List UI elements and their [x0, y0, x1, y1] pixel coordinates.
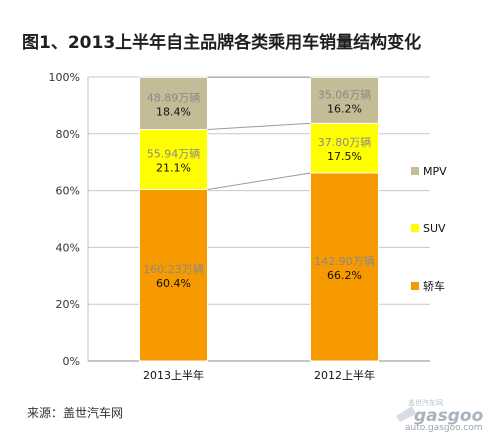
- x-tick-label: 2012上半年: [314, 368, 375, 382]
- watermark-url: auto.gasgoo.com: [405, 423, 483, 433]
- percent-label: 66.2%: [327, 269, 362, 282]
- percent-label: 60.4%: [156, 277, 191, 290]
- legend-label: 轿车: [423, 279, 445, 293]
- y-tick-label: 40%: [56, 241, 80, 254]
- volume-label: 160.23万辆: [143, 262, 204, 276]
- series-connector-line: [207, 122, 311, 131]
- y-tick-label: 60%: [56, 185, 80, 198]
- y-tick-label: 0%: [63, 355, 80, 368]
- percent-label: 18.4%: [156, 105, 191, 118]
- y-tick-label: 100%: [49, 71, 80, 84]
- legend-label: SUV: [423, 222, 446, 235]
- gasgoo-logo-watermark: 盖世汽车网 gasgoo: [396, 398, 484, 426]
- x-tick-label: 2013上半年: [143, 368, 204, 382]
- y-tick-label: 20%: [56, 298, 80, 311]
- legend-swatch: [411, 224, 419, 232]
- source-note: 来源：盖世汽车网: [27, 406, 124, 420]
- legend-label: MPV: [423, 165, 447, 178]
- bar-segment: [139, 129, 208, 190]
- percent-label: 17.5%: [327, 150, 362, 163]
- svg-text:gasgoo: gasgoo: [414, 406, 484, 426]
- volume-label: 35.06万辆: [318, 87, 372, 101]
- percent-label: 21.1%: [156, 162, 191, 175]
- volume-label: 37.80万辆: [318, 135, 372, 149]
- bar-segment: [139, 76, 208, 131]
- bar-segment: [310, 76, 379, 124]
- bar-segment: [310, 172, 379, 362]
- bar-segment: [310, 122, 379, 174]
- series-connector-line: [207, 172, 311, 190]
- legend-swatch: [411, 167, 419, 175]
- legend-swatch: [411, 282, 419, 290]
- volume-label: 142.90万辆: [314, 254, 375, 268]
- y-tick-label: 80%: [56, 128, 80, 141]
- volume-label: 48.89万辆: [147, 90, 201, 104]
- svg-text:盖世汽车网: 盖世汽车网: [408, 398, 443, 407]
- chart-title: 图1、2013上半年自主品牌各类乘用车销量结构变化: [22, 33, 422, 53]
- volume-label: 55.94万辆: [147, 147, 201, 161]
- percent-label: 16.2%: [327, 102, 362, 115]
